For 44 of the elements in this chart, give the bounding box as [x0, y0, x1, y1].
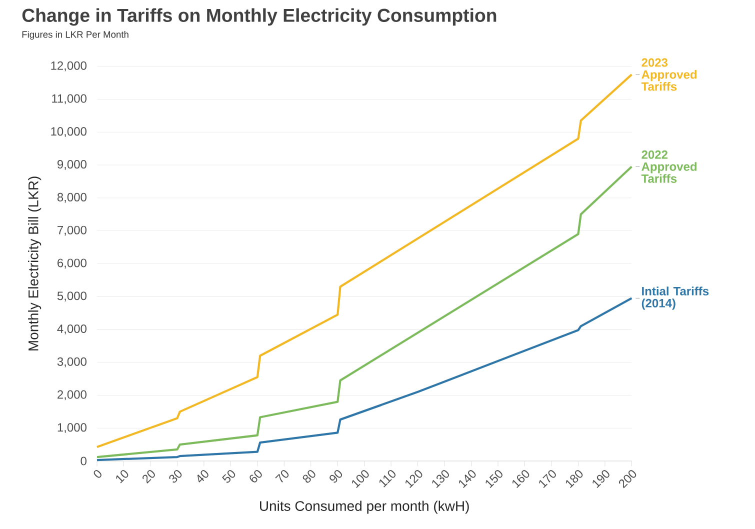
y-tick-label: 5,000 [57, 292, 86, 302]
y-tick-label: 10,000 [51, 127, 86, 138]
x-tick-label: 120 [405, 470, 422, 488]
y-tick-label: 3,000 [57, 357, 86, 368]
x-tick-label: 170 [539, 470, 556, 488]
x-tick-label: 70 [275, 470, 289, 482]
x-tick-label: 20 [142, 470, 155, 484]
x-tick-label: 10 [116, 470, 128, 484]
x-tick-label: 30 [169, 470, 182, 483]
series-label: 2023 Approved Tariffs [641, 58, 696, 91]
x-tick-label: 90 [330, 470, 342, 483]
y-tick-label: 2,000 [58, 390, 86, 400]
x-tick-label: 150 [486, 470, 502, 488]
y-tick-label: 4,000 [57, 324, 86, 334]
y-tick-label: 0 [80, 456, 86, 466]
y-tick-label: 6,000 [58, 258, 86, 269]
y-tick-label: 11,000 [52, 94, 86, 104]
chart-subtitle: Figures in LKR Per Month [22, 30, 128, 40]
x-tick-label: 50 [222, 470, 236, 483]
line-series [96, 73, 633, 448]
x-tick-label: 100 [352, 470, 369, 488]
y-tick-label: 9,000 [57, 160, 86, 170]
line-series [96, 297, 633, 462]
y-tick-label: 7,000 [58, 226, 86, 236]
series-label: Intial Tariffs (2014) [642, 286, 709, 310]
x-tick-label: 200 [618, 470, 636, 488]
x-tick-label: 80 [302, 470, 316, 483]
x-tick-label: 140 [458, 470, 476, 488]
x-tick-label: 180 [566, 470, 583, 488]
x-tick-label: 160 [512, 470, 530, 488]
x-tick-label: 40 [197, 470, 208, 482]
x-tick-label: 110 [379, 470, 396, 488]
y-tick-label: 12,000 [51, 61, 86, 72]
x-tick-label: 0 [94, 470, 102, 478]
x-tick-label: 130 [432, 470, 449, 488]
y-tick-label: 1,000 [58, 423, 86, 434]
x-tick-label: 190 [592, 470, 610, 488]
chart-title: Change in Tariffs on Monthly Electricity Consumption [22, 8, 496, 26]
x-axis-title: Units Consumed per month (kwH) [260, 500, 469, 514]
x-tick-label: 60 [250, 470, 262, 482]
line-series [96, 166, 633, 458]
series-label: 2022 Approved Tariffs [641, 150, 696, 183]
y-tick-label: 8,000 [57, 192, 86, 203]
y-axis-title: Monthly Electricity Bill (LKR) [28, 176, 42, 350]
